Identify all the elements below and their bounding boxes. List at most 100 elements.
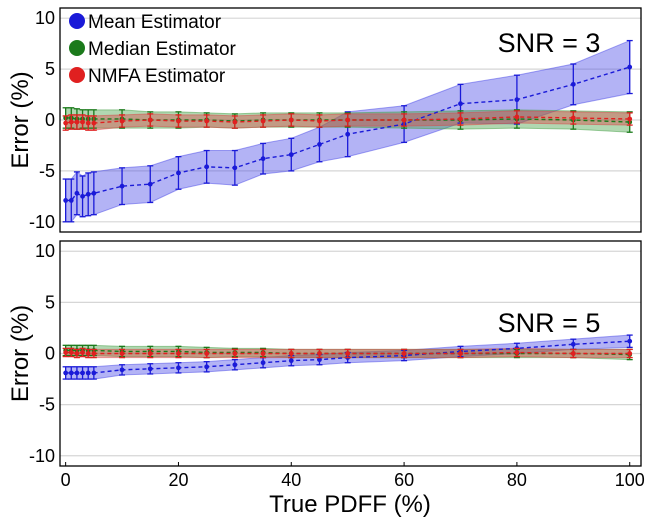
legend-median-label: Median Estimator xyxy=(88,39,237,60)
mean-data-point xyxy=(570,341,576,347)
y-tick-label: 0 xyxy=(45,344,55,364)
y-tick-label: 10 xyxy=(35,8,55,28)
mean-data-point xyxy=(317,357,322,363)
mean-data-point xyxy=(176,365,181,371)
mean-data-point xyxy=(91,370,97,376)
nmfa-data-point xyxy=(458,116,463,122)
nmfa-data-point xyxy=(147,117,153,123)
y-axis-label: Error (%) xyxy=(7,305,34,402)
nmfa-data-point xyxy=(80,119,85,125)
nmfa-data-point xyxy=(570,351,576,356)
nmfa-data-point xyxy=(204,351,210,356)
mean-data-point xyxy=(147,366,153,372)
x-tick-label: 60 xyxy=(394,470,414,490)
x-tick-label: 100 xyxy=(615,470,645,490)
mean-data-point xyxy=(627,338,633,344)
nmfa-data-point xyxy=(68,119,74,125)
mean-data-point xyxy=(627,64,633,70)
legend-nmfa-label: NMFA Estimator xyxy=(88,66,226,87)
y-tick-label: 0 xyxy=(45,110,55,130)
nmfa-data-point xyxy=(176,351,181,356)
mean-data-point xyxy=(288,358,294,364)
nmfa-data-point xyxy=(570,115,576,121)
y-tick-label: -5 xyxy=(39,161,55,181)
mean-data-point xyxy=(119,183,125,189)
nmfa-data-point xyxy=(317,118,322,124)
nmfa-data-point xyxy=(74,119,80,125)
nmfa-data-point xyxy=(85,120,91,126)
nmfa-data-point xyxy=(514,350,520,355)
legend-nmfa-marker xyxy=(69,67,85,83)
mean-data-point xyxy=(232,165,238,171)
nmfa-data-point xyxy=(63,120,69,126)
mean-data-point xyxy=(85,370,91,376)
nmfa-data-point xyxy=(232,119,238,125)
nmfa-data-point xyxy=(63,350,69,355)
mean-data-point xyxy=(80,193,85,199)
mean-data-point xyxy=(204,364,210,370)
plot-frame xyxy=(59,240,642,467)
nmfa-data-point xyxy=(260,351,266,356)
nmfa-data-point xyxy=(80,350,85,355)
mean-data-point xyxy=(119,367,125,373)
mean-data-point xyxy=(458,101,463,107)
nmfa-data-point xyxy=(260,118,266,124)
nmfa-data-point xyxy=(401,117,407,123)
x-axis-label: True PDFF (%) xyxy=(269,491,431,518)
mean-data-point xyxy=(68,370,74,376)
nmfa-data-point xyxy=(147,351,153,356)
nmfa-data-point xyxy=(401,351,407,356)
mean-data-point xyxy=(317,142,322,147)
nmfa-data-point xyxy=(91,351,97,356)
y-tick-label: 5 xyxy=(45,59,55,79)
snr-annotation: SNR = 3 xyxy=(498,28,601,58)
nmfa-data-point xyxy=(288,117,294,123)
y-tick-label: 10 xyxy=(35,241,55,261)
nmfa-data-point xyxy=(627,116,633,122)
nmfa-data-point xyxy=(119,351,125,356)
nmfa-data-point xyxy=(91,120,97,126)
nmfa-data-point xyxy=(317,351,322,356)
nmfa-data-point xyxy=(288,351,294,356)
legend-mean-label: Mean Estimator xyxy=(88,12,222,33)
mean-data-point xyxy=(85,191,91,197)
y-tick-label: -5 xyxy=(39,395,55,415)
legend-median-marker xyxy=(69,40,85,56)
nmfa-data-point xyxy=(232,351,238,356)
snr-annotation: SNR = 5 xyxy=(498,308,601,338)
nmfa-data-point xyxy=(345,351,351,356)
panel-snr-5: -10 -5 0 5 10 Error (%) SNR = 5 0 20 40 60 80 100 xyxy=(7,240,645,490)
mean-data-point xyxy=(63,370,69,376)
nmfa-data-point xyxy=(458,351,463,356)
mean-data-point xyxy=(570,81,576,87)
nmfa-data-point xyxy=(345,117,351,123)
y-tick-label: -10 xyxy=(29,212,55,232)
legend-mean-marker xyxy=(69,13,85,29)
mean-data-point xyxy=(204,164,210,170)
nmfa-data-point xyxy=(68,350,74,355)
nmfa-data-point xyxy=(204,118,210,124)
plot-frame xyxy=(59,7,642,233)
mean-data-point xyxy=(232,362,238,368)
mean-data-point xyxy=(91,190,97,196)
y-axis-label: Error (%) xyxy=(7,71,34,168)
nmfa-data-point xyxy=(627,351,633,356)
x-tick-label: 20 xyxy=(168,470,188,490)
mean-data-point xyxy=(176,170,181,176)
x-tick-label: 0 xyxy=(61,470,71,490)
mean-data-point xyxy=(63,198,69,203)
nmfa-data-point xyxy=(514,114,520,120)
mean-data-point xyxy=(288,152,294,158)
mean-data-point xyxy=(514,97,520,103)
nmfa-data-point xyxy=(119,118,125,124)
y-tick-label: 5 xyxy=(45,292,55,312)
mean-data-point xyxy=(260,156,266,162)
nmfa-data-point xyxy=(74,351,80,356)
mean-data-point xyxy=(345,131,351,137)
mean-data-point xyxy=(80,370,85,376)
nmfa-series-line xyxy=(65,351,630,355)
mean-data-point xyxy=(74,370,80,376)
y-tick-label: -10 xyxy=(29,446,55,466)
nmfa-data-point xyxy=(176,118,181,124)
